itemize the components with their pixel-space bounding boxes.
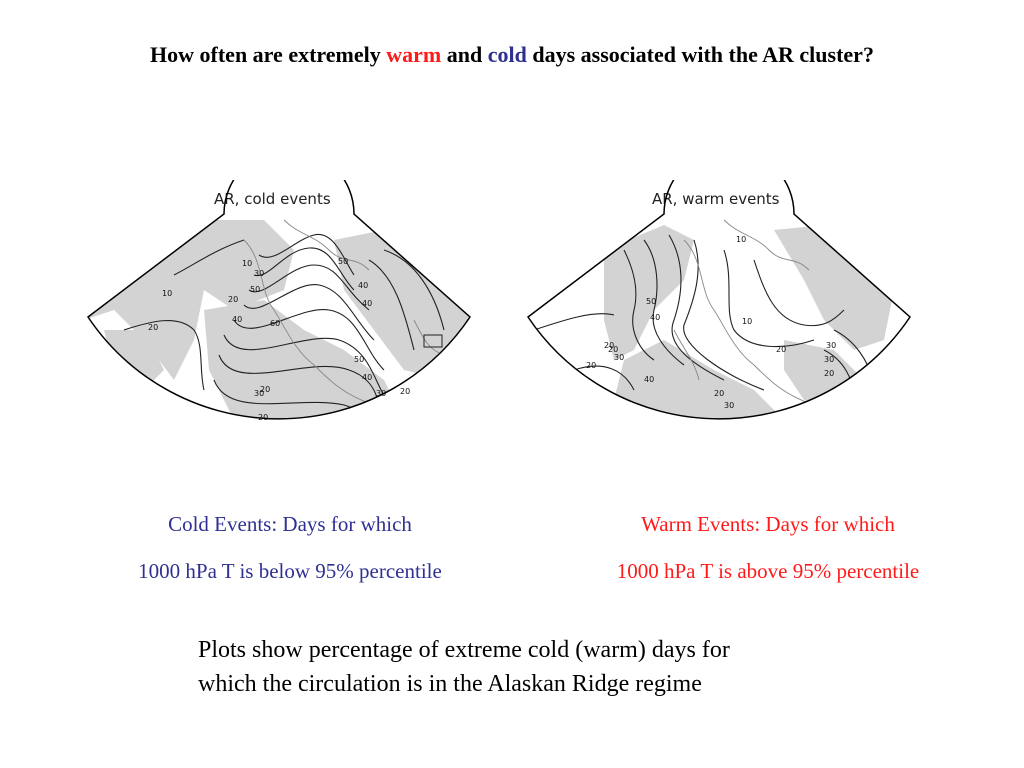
footer-note-line1: Plots show percentage of extreme cold (w… [198, 637, 730, 663]
warm-contour-label: 30 [724, 401, 734, 410]
cold-contour-label: 30 [376, 389, 386, 398]
warm-contour-label: 30 [614, 353, 624, 362]
warm-map-field [533, 219, 894, 419]
warm-contour-label: 20 [586, 361, 596, 370]
warm-contour-label: 20 [714, 389, 724, 398]
warm-contour-label: 40 [644, 375, 654, 384]
title-part1: How often are extremely [150, 42, 387, 67]
title-part2: and [441, 42, 488, 67]
cold-caption-line1: Cold Events: Days for which [168, 512, 412, 536]
cold-map-field [88, 219, 470, 419]
warm-contour-label: 10 [742, 317, 752, 326]
cold-contour-label: 40 [358, 281, 368, 290]
title-part3: days associated with the AR cluster? [526, 42, 874, 67]
cold-contour-label: 40 [362, 373, 372, 382]
warm-contour-label: 10 [736, 235, 746, 244]
cold-events-map-figure: AR, cold events [86, 180, 471, 422]
cold-contour-label: 40 [232, 315, 242, 324]
cold-map-title: AR, cold events [214, 190, 331, 208]
warm-contour-label: 30 [826, 341, 836, 350]
title-cold-word: cold [487, 42, 527, 67]
footer-note-line2: which the circulation is in the Alaskan … [198, 671, 702, 697]
warm-contour-label: 20 [776, 345, 786, 354]
warm-map-frame [526, 180, 911, 420]
warm-map-title: AR, warm events [652, 190, 780, 208]
warm-caption-line1: Warm Events: Days for which [641, 512, 895, 536]
cold-events-map: AR, cold events [84, 180, 484, 440]
cold-contour-label: 50 [338, 257, 348, 266]
warm-contour-label: 20 [604, 341, 614, 350]
cold-map-frame [86, 180, 471, 420]
warm-contour-label: 40 [650, 313, 660, 322]
warm-contour-label: 20 [608, 345, 618, 354]
cold-contour-label: 50 [354, 355, 364, 364]
warm-contour-label: 30 [824, 355, 834, 364]
warm-contour-label: 50 [646, 297, 656, 306]
cold-contour-label: 20 [258, 413, 268, 422]
slide-title: How often are extremely warm and cold da… [0, 42, 1024, 68]
warm-events-map: AR, warm events [524, 180, 924, 440]
warm-events-map-figure: AR, warm events [526, 180, 911, 420]
warm-caption-line2: 1000 hPa T is above 95% percentile [616, 559, 920, 583]
cold-contour-label: 20 [148, 323, 158, 332]
cold-caption-line2: 1000 hPa T is below 95% percentile [138, 559, 442, 583]
cold-contour-label: 10 [162, 289, 172, 298]
cold-contour-label: 30 [254, 269, 264, 278]
cold-contour-label: 10 [242, 259, 252, 268]
cold-contour-label: 20 [260, 385, 270, 394]
cold-contour-label: 50 [250, 285, 260, 294]
warm-contour-label: 20 [824, 369, 834, 378]
cold-contour-label: 20 [400, 387, 410, 396]
cold-contour-label: 40 [362, 299, 372, 308]
title-warm-word: warm [386, 42, 442, 67]
cold-contour-label: 30 [254, 389, 264, 398]
footer-note: Plots show percentage of extreme cold (w… [198, 633, 898, 701]
cold-contour-label: 60 [270, 319, 280, 328]
cold-contour-label: 20 [228, 295, 238, 304]
